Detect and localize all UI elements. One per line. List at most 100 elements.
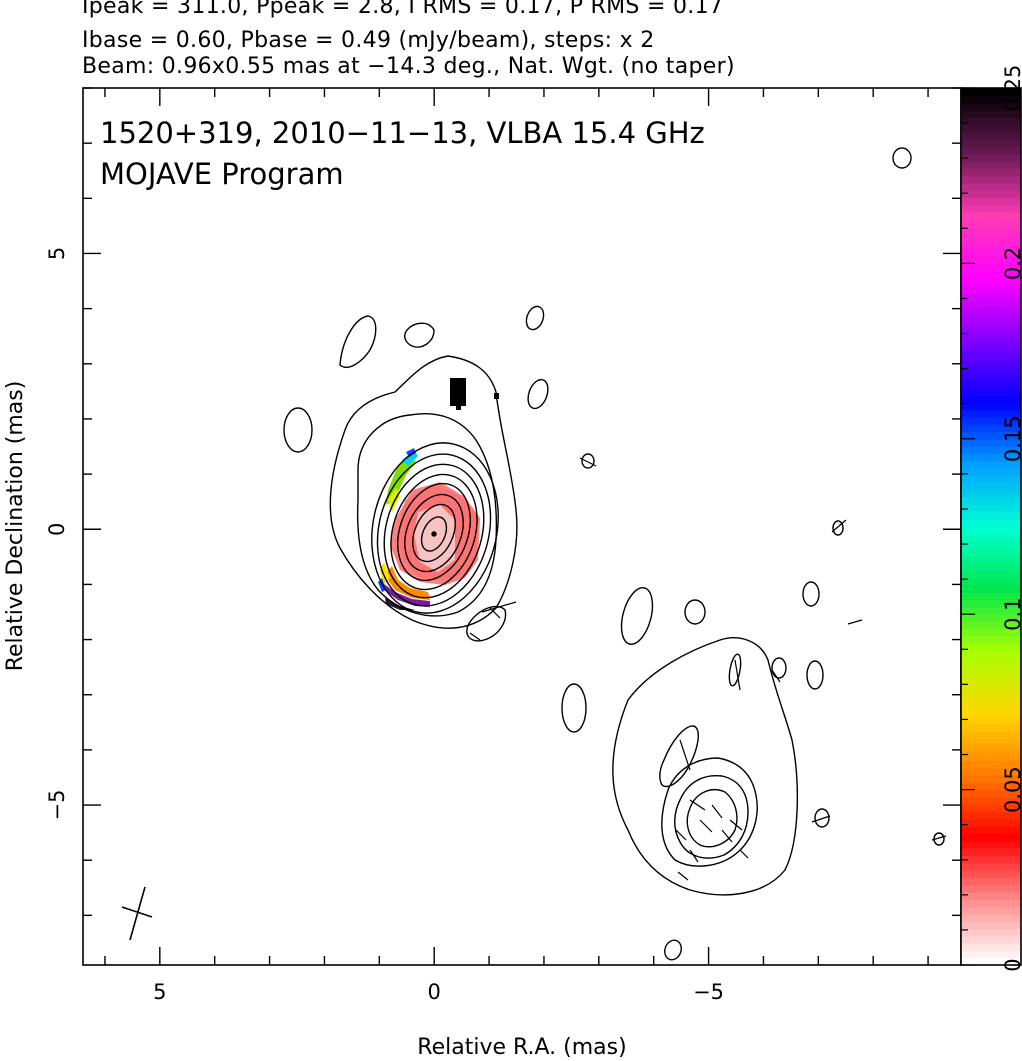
contour-jet-2 bbox=[661, 757, 758, 867]
pol-patch-yellow-arc bbox=[380, 562, 390, 585]
x-ticks: 5 0 −5 bbox=[104, 88, 929, 1004]
colorbar-band bbox=[961, 183, 1021, 191]
evpa-tick bbox=[679, 739, 691, 771]
colorbar-band bbox=[961, 482, 1021, 491]
colorbar-band bbox=[961, 563, 1021, 571]
y-tick-label: 5 bbox=[45, 247, 69, 260]
contour-blob-n3 bbox=[527, 378, 549, 410]
x-tick-label: −5 bbox=[693, 980, 724, 1004]
colorbar-band bbox=[961, 453, 1021, 462]
contour-blob-mid2 bbox=[684, 599, 706, 625]
colorbar bbox=[961, 88, 1021, 966]
colorbar-band bbox=[961, 197, 1021, 206]
colorbar-band bbox=[961, 175, 1021, 184]
colorbar-band bbox=[961, 796, 1021, 805]
colorbar-band bbox=[961, 650, 1021, 659]
colorbar-band bbox=[961, 394, 1021, 403]
evpa-vectors bbox=[469, 457, 947, 881]
colorbar-band bbox=[961, 804, 1021, 813]
colorbar-band bbox=[961, 957, 1021, 966]
colorbar-band bbox=[961, 848, 1021, 856]
colorbar-band bbox=[961, 731, 1021, 740]
contour-9-core bbox=[412, 503, 456, 563]
y-axis-title: Relative Declination (mas) bbox=[3, 381, 28, 672]
colorbar-band bbox=[961, 570, 1021, 579]
colorbar-ticks: 0 0.05 0.1 0.15 0.2 0.25 bbox=[961, 65, 1022, 972]
colorbar-band bbox=[961, 869, 1021, 878]
colorbar-band bbox=[961, 343, 1021, 352]
colorbar-band bbox=[961, 380, 1021, 389]
colorbar-band bbox=[961, 921, 1021, 930]
pol-patch-orange-arc bbox=[384, 566, 430, 600]
colorbar-band bbox=[961, 161, 1021, 169]
colorbar-band bbox=[961, 329, 1021, 338]
colorbar-band bbox=[961, 862, 1021, 871]
colorbar-band bbox=[961, 694, 1021, 703]
colorbar-band bbox=[961, 745, 1021, 754]
colorbar-band bbox=[961, 636, 1021, 645]
colorbar-band bbox=[961, 840, 1021, 849]
colorbar-band bbox=[961, 877, 1021, 886]
contour-6-core bbox=[390, 473, 478, 591]
colorbar-band bbox=[961, 709, 1021, 718]
contour-outer-jet bbox=[612, 637, 799, 896]
colorbar-band bbox=[961, 409, 1021, 418]
colorbar-band bbox=[961, 884, 1021, 893]
colorbar-band bbox=[961, 95, 1021, 104]
contour-blob-far-w2 bbox=[806, 660, 824, 690]
contour-10-core bbox=[420, 516, 448, 552]
colorbar-tick-label: 0 bbox=[1001, 958, 1022, 971]
colorbar-band bbox=[961, 628, 1021, 637]
contour-blob-s bbox=[664, 939, 682, 961]
colorbar-band bbox=[961, 117, 1021, 126]
colorbar-band bbox=[961, 738, 1021, 747]
evpa-tick bbox=[711, 804, 723, 819]
chart-subtitle: MOJAVE Program bbox=[100, 157, 344, 191]
colorbar-band bbox=[961, 891, 1021, 900]
evpa-tick bbox=[811, 815, 831, 823]
contour-blob-e bbox=[283, 407, 313, 453]
x-axis-title: Relative R.A. (mas) bbox=[417, 1035, 626, 1060]
contour-blob-nw bbox=[892, 147, 912, 169]
evpa-tick bbox=[579, 457, 597, 467]
colorbar-band bbox=[961, 584, 1021, 593]
header-line-peak: Ipeak = 311.0, Ppeak = 2.8, I RMS = 0.17… bbox=[82, 0, 724, 19]
colorbar-band bbox=[961, 519, 1021, 528]
contour-jet-4 bbox=[686, 789, 738, 848]
contour-5-core bbox=[383, 463, 485, 599]
colorbar-band bbox=[961, 606, 1021, 615]
evpa-tick bbox=[734, 659, 741, 691]
evpa-tick bbox=[729, 819, 743, 831]
colorbar-band bbox=[961, 504, 1021, 513]
colorbar-band bbox=[961, 314, 1021, 323]
contour-7-core bbox=[397, 482, 471, 582]
colorbar-band bbox=[961, 818, 1021, 827]
y-tick-label: −5 bbox=[45, 790, 69, 821]
contour-blob-w bbox=[561, 683, 587, 733]
evpa-tick bbox=[931, 835, 947, 841]
colorbar-band bbox=[961, 292, 1021, 301]
contour-blob-x1 bbox=[581, 453, 595, 469]
colorbar-tick-label: 0.25 bbox=[1001, 65, 1022, 112]
evpa-tick bbox=[721, 829, 733, 843]
colorbar-band bbox=[961, 489, 1021, 498]
contour-8-core bbox=[404, 493, 464, 573]
colorbar-band bbox=[961, 256, 1021, 264]
colorbar-band bbox=[961, 278, 1021, 286]
colorbar-band bbox=[961, 533, 1021, 542]
colorbar-band bbox=[961, 599, 1021, 608]
colorbar-band bbox=[961, 782, 1021, 791]
colorbar-frame bbox=[960, 87, 1022, 966]
colorbar-band bbox=[961, 950, 1021, 959]
evpa-tick bbox=[675, 829, 687, 841]
colorbar-band bbox=[961, 643, 1021, 652]
colorbar-band bbox=[961, 906, 1021, 915]
contour-blob-mid bbox=[620, 587, 654, 645]
colorbar-band bbox=[961, 468, 1021, 476]
colorbar-band bbox=[961, 672, 1021, 681]
intensity-contours bbox=[283, 147, 945, 961]
colorbar-band bbox=[961, 285, 1021, 294]
colorbar-band bbox=[961, 701, 1021, 710]
colorbar-band bbox=[961, 621, 1021, 630]
contour-jet-knot-arm bbox=[659, 725, 699, 788]
